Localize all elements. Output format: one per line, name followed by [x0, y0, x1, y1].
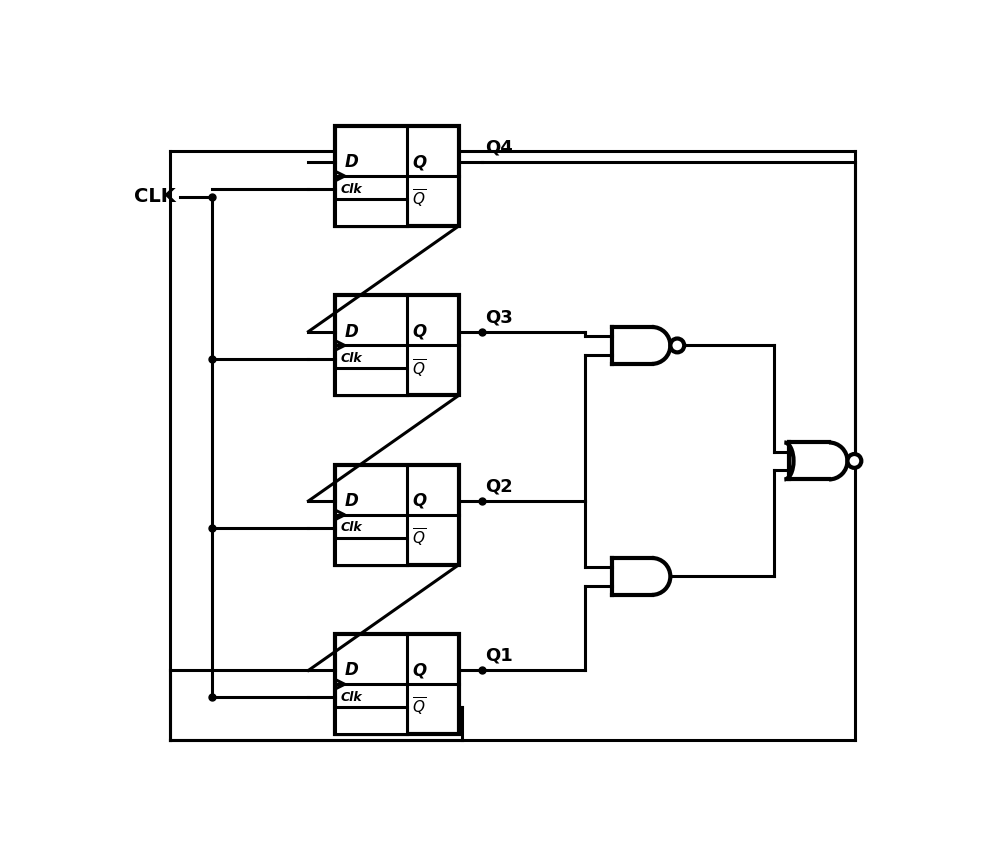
Text: Clk: Clk [341, 522, 363, 534]
Bar [335, 199, 407, 226]
Text: Q1: Q1 [486, 647, 513, 665]
Text: Clk: Clk [341, 352, 363, 365]
Text: D: D [345, 323, 358, 340]
Text: $\overline{Q}$: $\overline{Q}$ [412, 696, 426, 718]
Bar [335, 634, 459, 734]
Text: D: D [345, 492, 358, 510]
Text: Q: Q [412, 153, 426, 171]
Text: Q2: Q2 [486, 477, 513, 495]
Text: Q4: Q4 [486, 139, 513, 157]
Bar [335, 126, 459, 226]
Text: $\overline{Q}$: $\overline{Q}$ [412, 188, 426, 210]
Bar [335, 295, 459, 396]
Text: Q: Q [412, 492, 426, 510]
Bar [335, 368, 407, 396]
Bar [335, 707, 407, 734]
Text: D: D [345, 153, 358, 171]
Text: D: D [345, 661, 358, 679]
Text: $\overline{Q}$: $\overline{Q}$ [412, 527, 426, 549]
Text: $\overline{Q}$: $\overline{Q}$ [412, 357, 426, 380]
Bar [335, 465, 459, 565]
Text: Clk: Clk [341, 183, 363, 196]
Bar [335, 538, 407, 565]
Text: Q: Q [412, 323, 426, 340]
Circle shape [670, 339, 684, 352]
Text: Clk: Clk [341, 691, 363, 704]
Circle shape [847, 454, 861, 468]
Text: CLK: CLK [134, 187, 175, 206]
Text: Q3: Q3 [486, 308, 513, 326]
Text: Q: Q [412, 661, 426, 679]
